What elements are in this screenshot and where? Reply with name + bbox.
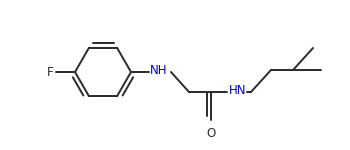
Text: NH: NH [150,64,168,78]
Text: F: F [46,66,53,78]
Text: O: O [206,127,216,140]
Text: HN: HN [229,84,246,98]
